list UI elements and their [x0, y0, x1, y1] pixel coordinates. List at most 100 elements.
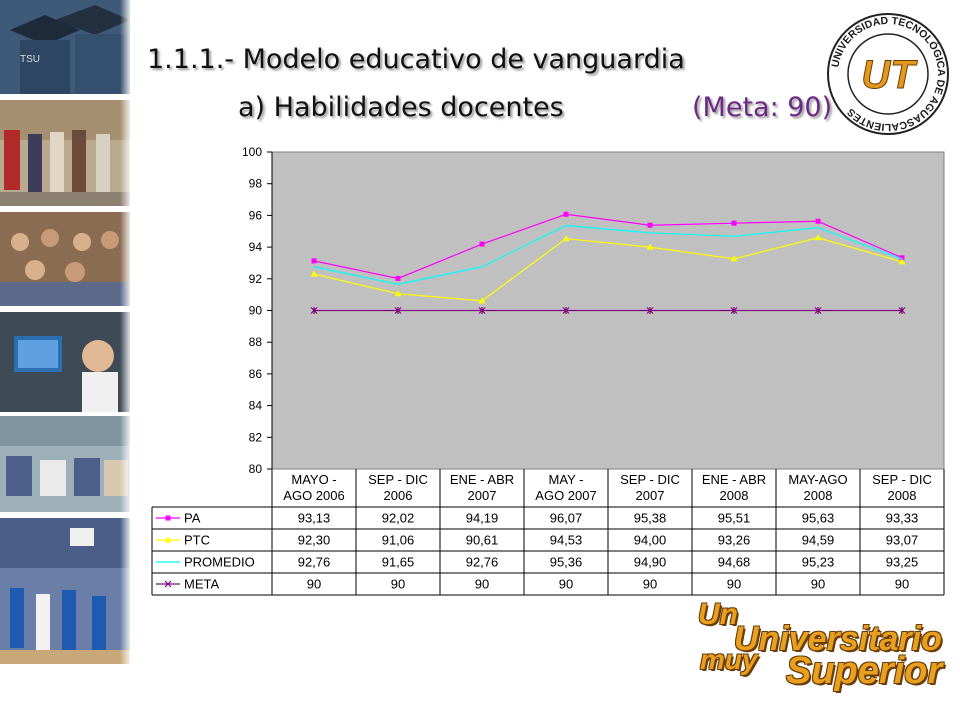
- y-tick-label: 88: [249, 335, 263, 349]
- table-cell-promedio: 94,68: [718, 555, 751, 570]
- y-axis: 80 82 84 86 88 90 92 94 96 98 100: [242, 145, 273, 476]
- table-cell-meta: 90: [811, 577, 825, 592]
- table-cell-promedio: 92,76: [298, 555, 331, 570]
- computer-student-photo: [0, 312, 130, 412]
- category-label: MAY -: [549, 472, 584, 487]
- point-meta: [394, 307, 402, 314]
- table-cell-promedio: 95,23: [802, 555, 835, 570]
- category-label: AGO 2006: [283, 488, 344, 503]
- point-pa: [479, 241, 485, 247]
- point-pa: [311, 258, 317, 264]
- page-subtitle: a) Habilidades docentes: [238, 92, 564, 123]
- table-cell-promedio: 94,90: [634, 555, 667, 570]
- category-label: SEP - DIC: [872, 472, 932, 487]
- library-photo: [0, 416, 130, 512]
- table-cell-ptc: 91,06: [382, 533, 415, 548]
- category-label: SEP - DIC: [368, 472, 428, 487]
- point-meta: [814, 307, 822, 314]
- point-ptc: [646, 243, 654, 250]
- table-cell-meta: 90: [391, 577, 405, 592]
- legend-label-meta: META: [184, 577, 219, 592]
- table-cell-pa: 92,02: [382, 511, 415, 526]
- table-cell-meta: 90: [895, 577, 909, 592]
- category-label: MAYO -: [291, 472, 336, 487]
- point-pa: [815, 218, 821, 224]
- table-cell-pa: 96,07: [550, 511, 583, 526]
- photo-strip-fade: [120, 0, 132, 720]
- students-walking-photo: [0, 100, 130, 206]
- point-meta: [478, 307, 486, 314]
- table-cell-ptc: 94,53: [550, 533, 583, 548]
- table-cell-meta: 90: [643, 577, 657, 592]
- legend-key-marker-ptc: [164, 536, 172, 543]
- point-ptc: [310, 270, 318, 277]
- y-tick-label: 92: [249, 272, 263, 286]
- y-tick-label: 90: [249, 304, 263, 318]
- y-tick-label: 84: [249, 399, 263, 413]
- series-line-promedio: [313, 224, 903, 285]
- series-line-pa: [313, 213, 903, 280]
- table-cell-promedio: 91,65: [382, 555, 415, 570]
- slogan: Un Universitario muy Superior: [690, 598, 960, 710]
- y-tick-label: 96: [249, 208, 263, 222]
- category-label: SEP - DIC: [620, 472, 680, 487]
- point-meta: [898, 307, 906, 314]
- table-cell-promedio: 92,76: [466, 555, 499, 570]
- page-title: 1.1.1.- Modelo educativo de vanguardia: [147, 44, 685, 75]
- point-ptc: [730, 255, 738, 262]
- point-ptc: [562, 235, 570, 242]
- point-pa: [563, 211, 569, 217]
- y-tick-label: 80: [249, 462, 263, 476]
- cap-text: TSU: [20, 54, 40, 65]
- point-ptc: [898, 258, 906, 265]
- photo-strip: TSU: [0, 0, 132, 720]
- table-cell-pa: 95,63: [802, 511, 835, 526]
- y-tick-label: 86: [249, 367, 263, 381]
- category-label: 2008: [720, 488, 749, 503]
- slogan-superior: Superior: [786, 650, 943, 692]
- slogan-muy: muy: [700, 644, 758, 675]
- category-label: MAY-AGO: [788, 472, 847, 487]
- goal-label: (Meta: 90): [692, 92, 833, 123]
- legend-key-marker-meta: [164, 580, 172, 588]
- table-cell-pa: 93,33: [886, 511, 919, 526]
- table-cell-promedio: 93,25: [886, 555, 919, 570]
- point-ptc: [394, 290, 402, 297]
- table-cell-ptc: 94,59: [802, 533, 835, 548]
- point-pa: [647, 222, 653, 228]
- series-lines: [310, 211, 906, 314]
- series-line-ptc: [313, 237, 903, 302]
- classroom-photo: [0, 212, 130, 306]
- table-cell-pa: 95,38: [634, 511, 667, 526]
- y-tick-label: 100: [242, 145, 262, 159]
- table-cell-meta: 90: [727, 577, 741, 592]
- table-cell-ptc: 93,07: [886, 533, 919, 548]
- table-cell-pa: 93,13: [298, 511, 331, 526]
- category-label: 2008: [888, 488, 917, 503]
- point-meta: [562, 307, 570, 314]
- category-label: 2007: [468, 488, 497, 503]
- table-cell-meta: 90: [475, 577, 489, 592]
- point-meta: [310, 307, 318, 314]
- legend-key-marker-pa: [165, 515, 171, 521]
- table-cell-ptc: 94,00: [634, 533, 667, 548]
- y-tick-label: 98: [249, 177, 263, 191]
- y-tick-label: 82: [249, 430, 263, 444]
- category-label: 2008: [804, 488, 833, 503]
- table-cell-promedio: 95,36: [550, 555, 583, 570]
- logo-mark: UT: [861, 53, 918, 97]
- category-label: AGO 2007: [535, 488, 596, 503]
- table-cell-ptc: 90,61: [466, 533, 499, 548]
- point-pa: [395, 275, 401, 281]
- category-label: ENE - ABR: [702, 472, 766, 487]
- point-pa: [899, 255, 905, 261]
- point-ptc: [478, 297, 486, 304]
- legend-label-promedio: PROMEDIO: [184, 555, 255, 570]
- point-meta: [646, 307, 654, 314]
- table-cell-ptc: 92,30: [298, 533, 331, 548]
- legend-label-pa: PA: [184, 511, 201, 526]
- table-cell-pa: 94,19: [466, 511, 499, 526]
- legend-label-ptc: PTC: [184, 533, 210, 548]
